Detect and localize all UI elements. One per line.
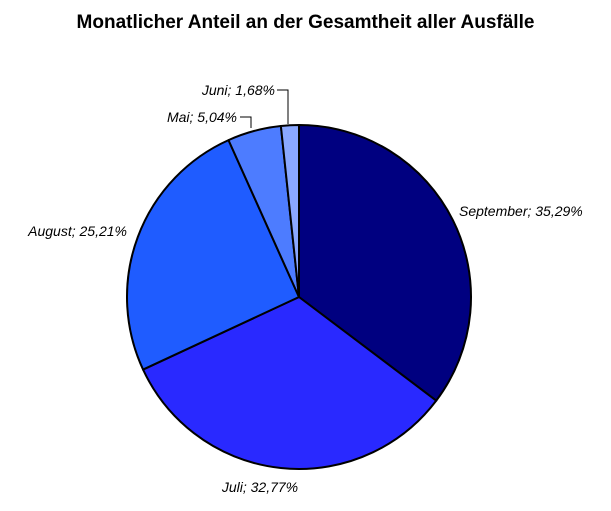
pie-slice-september — [298, 124, 472, 402]
slice-label-juni: Juni; 1,68% — [201, 82, 275, 98]
pie-slices — [126, 124, 472, 470]
slice-label-september: September; 35,29% — [459, 203, 583, 219]
slice-labels: September; 35,29% Juli; 32,77% August; 25,… — [27, 82, 583, 495]
leader-line-juni — [277, 89, 289, 124]
slice-label-august: August; 25,21% — [27, 223, 127, 239]
slice-label-mai: Mai; 5,04% — [167, 109, 237, 125]
pie-slice-juni — [279, 124, 300, 298]
pie-slice-august — [126, 139, 300, 371]
slice-label-juli: Juli; 32,77% — [221, 479, 298, 495]
chart-title: Monatlicher Anteil an der Gesamtheit all… — [76, 12, 535, 33]
pie-slice-juli — [142, 296, 438, 470]
leader-line-mai — [240, 116, 252, 128]
leader-lines — [240, 89, 289, 128]
